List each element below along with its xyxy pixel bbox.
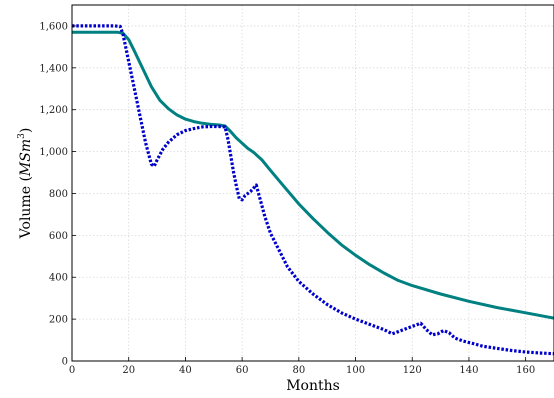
x-tick-label: 60 bbox=[236, 365, 249, 376]
x-tick-label: 80 bbox=[292, 365, 305, 376]
series-layer bbox=[72, 24, 554, 356]
y-axis-label: Volume (MSm3) bbox=[17, 128, 34, 240]
y-axis-label-prefix: Volume ( bbox=[18, 176, 34, 239]
x-tick-labels: 0 20 40 60 80 100 120 140 160 bbox=[69, 365, 535, 376]
y-axis-label-exponent: 3 bbox=[17, 133, 27, 139]
series-line-1 bbox=[72, 30, 554, 320]
x-tick-label: 160 bbox=[516, 365, 535, 376]
y-tick-label: 400 bbox=[49, 273, 68, 284]
y-tick-label: 800 bbox=[49, 189, 68, 200]
x-axis-label: Months bbox=[286, 378, 340, 394]
grid bbox=[71, 5, 554, 362]
series-line-2 bbox=[72, 24, 554, 356]
ticks bbox=[71, 25, 527, 362]
x-tick-label: 120 bbox=[403, 365, 422, 376]
y-tick-label: 0 bbox=[62, 357, 68, 368]
y-axis-label-unit: MSm bbox=[18, 139, 34, 177]
y-tick-labels: 0 200 400 600 800 1,000 1,200 1,400 1,600 bbox=[39, 21, 68, 367]
plot-frame bbox=[71, 4, 554, 362]
y-tick-label: 200 bbox=[49, 315, 68, 326]
y-tick-label: 1,600 bbox=[39, 21, 68, 32]
x-tick-label: 100 bbox=[346, 365, 365, 376]
y-tick-label: 600 bbox=[49, 231, 68, 242]
x-tick-label: 40 bbox=[179, 365, 192, 376]
y-tick-label: 1,000 bbox=[39, 147, 68, 158]
y-tick-label: 1,200 bbox=[39, 105, 68, 116]
x-tick-label: 0 bbox=[69, 365, 75, 376]
y-tick-label: 1,400 bbox=[39, 63, 68, 74]
y-axis-label-suffix: ) bbox=[18, 128, 34, 133]
x-tick-label: 20 bbox=[122, 365, 135, 376]
x-tick-label: 140 bbox=[459, 365, 478, 376]
